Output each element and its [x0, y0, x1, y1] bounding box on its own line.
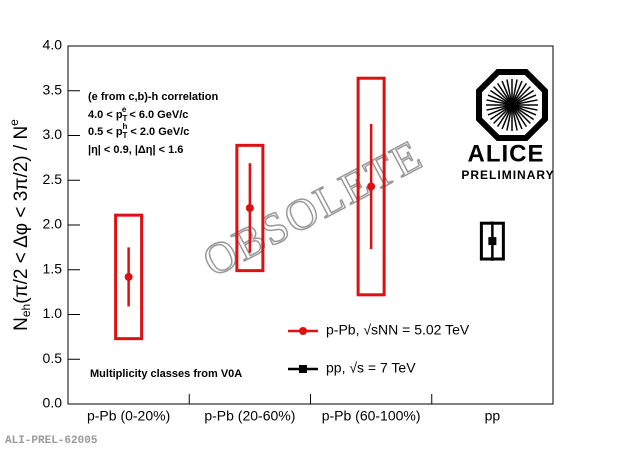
alice-logo: [476, 69, 548, 141]
logo-ray: [486, 99, 538, 111]
x-tick-label: p-Pb (20-60%): [204, 408, 295, 424]
y-tick-label: 4.0: [43, 37, 63, 53]
annotation: 4.0 < pTe < 6.0 GeV/c: [88, 105, 188, 123]
annotation: Multiplicity classes from V0A: [90, 368, 242, 380]
marker: [367, 182, 376, 191]
x-tick-label: p-Pb (60-100%): [322, 408, 421, 424]
y-tick-label: 3.0: [43, 126, 63, 142]
y-tick-label: 2.5: [43, 171, 63, 187]
logo-subtitle: PRELIMINARY: [461, 168, 554, 182]
annotation: |η| < 0.9, |Δη| < 1.6: [88, 144, 183, 156]
marker: [245, 203, 254, 212]
y-tick-label: 0.0: [43, 395, 63, 411]
sys-error-box: [114, 213, 144, 341]
sys-error-box: [235, 143, 265, 273]
y-tick-label: 0.5: [43, 350, 63, 366]
marker: [124, 272, 133, 281]
legend-label: pp, √s = 7 TeV: [326, 360, 416, 376]
y-tick-label: 1.0: [43, 305, 63, 321]
y-axis-label: Neh(π/2 < Δφ < 3π/2) / Ne: [7, 119, 33, 331]
y-tick-label: 1.5: [43, 260, 63, 276]
figure-id: ALI-PREL-62005: [5, 435, 98, 447]
annotation: 0.5 < pTh < 2.0 GeV/c: [88, 122, 189, 140]
watermark: OBSOLETE: [195, 130, 431, 286]
legend-marker: [299, 327, 307, 335]
x-tick-label: pp: [485, 408, 501, 424]
legend-marker: [299, 365, 307, 373]
sys-error-box: [356, 76, 386, 297]
logo-title: ALICE: [468, 140, 545, 167]
annotation: (e from c,b)-h correlation: [88, 91, 218, 103]
y-tick-label: 3.5: [43, 81, 63, 97]
x-tick-label: p-Pb (0-20%): [87, 408, 170, 424]
legend-label: p-Pb, √sNN = 5.02 TeV: [326, 322, 470, 338]
y-tick-label: 2.0: [43, 216, 63, 232]
marker: [488, 237, 497, 246]
